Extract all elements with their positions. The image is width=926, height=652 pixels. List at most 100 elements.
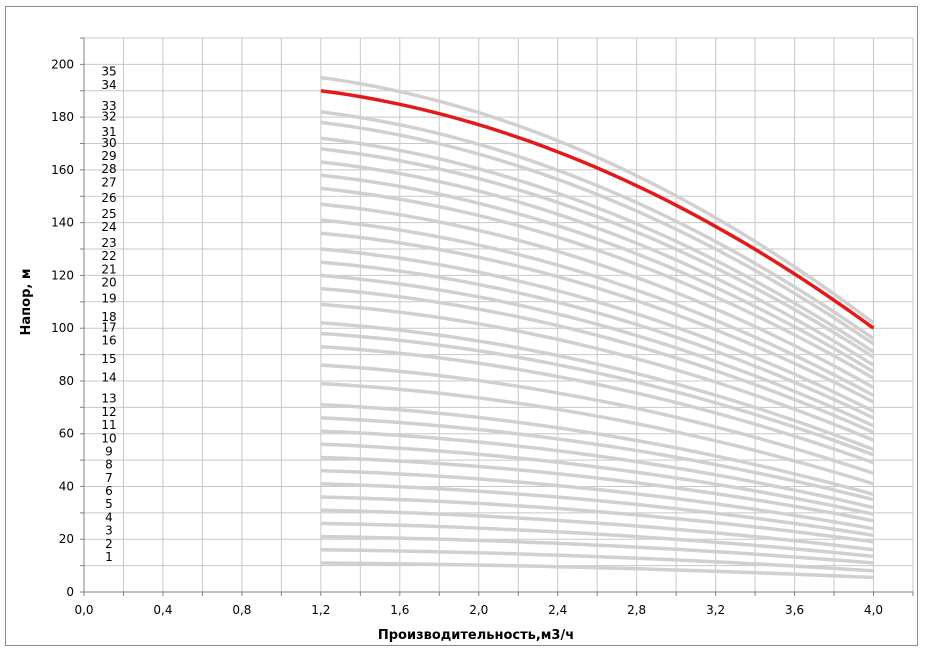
x-tick-label: 1,2 [311, 603, 330, 617]
stage-curve-4 [320, 521, 874, 559]
stage-curve-30 [320, 147, 875, 359]
stage-label-25: 25 [101, 207, 116, 221]
x-tick-label: 2,4 [548, 603, 567, 617]
stage-curve-23 [320, 247, 875, 413]
stage-curve-10 [320, 442, 874, 516]
stage-label-2: 2 [105, 537, 113, 551]
stage-label-11: 11 [101, 418, 116, 432]
stage-curve-3 [320, 534, 874, 565]
stage-curve-16 [320, 344, 875, 465]
stage-label-22: 22 [101, 249, 116, 263]
y-tick-label: 0 [66, 585, 74, 599]
stage-label-31: 31 [101, 125, 116, 139]
stage-label-14: 14 [101, 371, 116, 385]
stage-curve-24 [320, 231, 875, 404]
stage-label-12: 12 [101, 405, 116, 419]
stage-label-19: 19 [101, 291, 116, 305]
y-tick-label: 80 [59, 374, 74, 388]
pump-curve-chart: 0,0 0,4 0,8 1,2 1,6 2,0 2,4 2,8 3,2 3,6 4,0 0 20 40 60… [19, 37, 914, 643]
x-tick-label: 3,6 [785, 603, 804, 617]
stage-label-29: 29 [101, 149, 116, 163]
curves [320, 75, 875, 580]
stage-label-3: 3 [105, 524, 113, 538]
stage-label-27: 27 [101, 175, 116, 189]
x-tick-label: 0,8 [232, 603, 251, 617]
y-tick-label: 40 [59, 479, 74, 493]
stage-curve-17 [320, 331, 875, 457]
stage-curve-2 [320, 548, 874, 573]
stage-label-8: 8 [105, 458, 113, 472]
stage-curve-11 [320, 429, 874, 510]
stage-curve-33 [320, 110, 875, 341]
y-tick-label: 100 [51, 321, 74, 335]
y-axis-title: Напор, м [19, 269, 34, 336]
stage-label-10: 10 [101, 431, 116, 445]
stage-curve-22 [320, 260, 875, 420]
x-tick-label: 4,0 [864, 603, 883, 617]
stage-curve-27 [320, 186, 875, 380]
y-tick-label: 140 [51, 216, 74, 230]
stage-label-18: 18 [101, 310, 116, 324]
stage-curve-7 [320, 482, 874, 538]
stage-label-13: 13 [101, 392, 116, 406]
stage-label-16: 16 [101, 334, 116, 348]
stage-curve-14 [320, 381, 875, 486]
axes [80, 37, 914, 596]
stage-curve-13 [320, 402, 874, 497]
stage-label-21: 21 [101, 262, 116, 276]
stage-label-9: 9 [105, 444, 113, 458]
stage-label-4: 4 [105, 510, 113, 524]
x-tick-label: 1,6 [390, 603, 409, 617]
y-tick-label: 180 [51, 110, 74, 124]
stage-label-28: 28 [101, 162, 116, 176]
stage-label-20: 20 [101, 276, 116, 290]
x-axis-title: Производительность,м3/ч [378, 628, 574, 643]
tick-labels: 0,0 0,4 0,8 1,2 1,6 2,0 2,4 2,8 3,2 3,6 4,0 0 20 40 60… [51, 57, 883, 617]
stage-curve-9 [320, 455, 874, 523]
x-tick-label: 2,0 [469, 603, 488, 617]
y-tick-label: 60 [59, 427, 74, 441]
highlighted-curve [320, 89, 875, 330]
stage-curve-25 [320, 218, 875, 398]
stage-curve-6 [320, 495, 874, 544]
y-tick-label: 20 [59, 532, 74, 546]
stage-label-17: 17 [101, 320, 116, 334]
stage-label-15: 15 [101, 352, 116, 366]
stage-label-30: 30 [101, 136, 116, 150]
stage-label-33: 33 [101, 99, 116, 113]
stage-label-6: 6 [105, 484, 113, 498]
stage-curve-12 [320, 416, 874, 502]
stage-curve-31 [320, 136, 875, 354]
stage-curve-1 [320, 561, 874, 580]
stage-label-1: 1 [105, 550, 113, 564]
stage-label-35: 35 [101, 65, 116, 79]
stage-label-26: 26 [101, 191, 116, 205]
stage-label-23: 23 [101, 236, 116, 250]
stage-curve-5 [320, 508, 874, 552]
stage-label-32: 32 [101, 109, 116, 123]
y-tick-label: 200 [51, 57, 74, 71]
chart-frame: 0,0 0,4 0,8 1,2 1,6 2,0 2,4 2,8 3,2 3,6 4,0 0 20 40 60… [5, 6, 918, 646]
stage-curve-8 [320, 468, 874, 531]
stage-curve-28 [320, 173, 875, 374]
stage-label-24: 24 [101, 220, 116, 234]
x-tick-label: 0,4 [153, 603, 172, 617]
stage-label-34: 34 [101, 78, 116, 92]
x-tick-label: 3,2 [706, 603, 725, 617]
stage-curve-21 [320, 273, 875, 428]
stage-curve-15 [320, 363, 875, 475]
stage-label-5: 5 [105, 497, 113, 511]
x-tick-label: 0,0 [74, 603, 93, 617]
y-tick-label: 160 [51, 163, 74, 177]
stage-curve-18 [320, 321, 875, 452]
stage-labels: 1234567891011121314151617181920212223242… [101, 65, 116, 564]
stage-curve-26 [320, 202, 875, 390]
stage-curve-19 [320, 302, 875, 442]
stage-label-7: 7 [105, 471, 113, 485]
stage-curve-29 [320, 160, 875, 367]
stage-curve-20 [320, 286, 875, 435]
x-tick-label: 2,8 [627, 603, 646, 617]
stage-curve-32 [320, 120, 875, 346]
stage-curve-35 [320, 75, 875, 325]
y-tick-label: 120 [51, 268, 74, 282]
